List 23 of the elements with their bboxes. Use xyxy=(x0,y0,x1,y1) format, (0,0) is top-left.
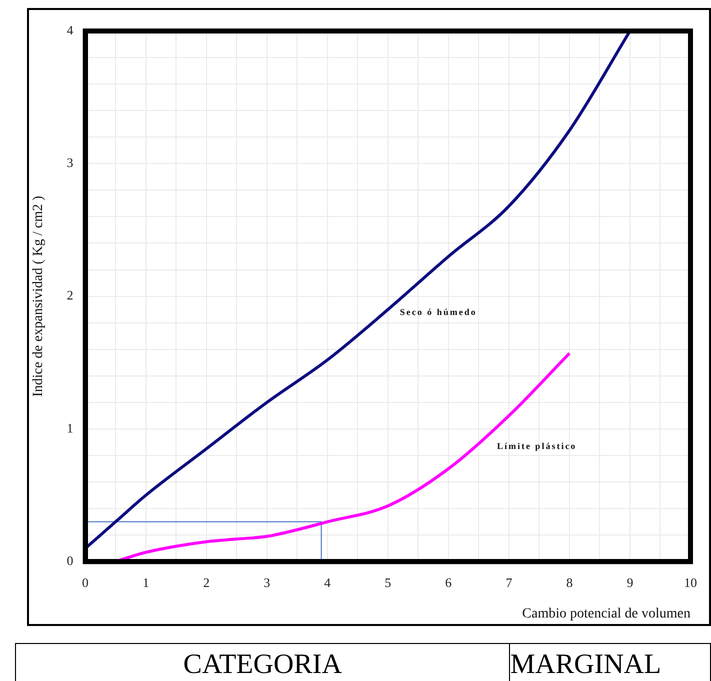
x-tick-label: 8 xyxy=(566,574,573,590)
text: CATEGORIA xyxy=(16,644,510,681)
y-tick-label: 4 xyxy=(66,22,74,38)
series-label: Límite plástico xyxy=(496,441,577,452)
x-tick-label: 3 xyxy=(264,574,270,590)
series-label: Seco ó húmedo xyxy=(400,306,477,317)
y-tick-label: 2 xyxy=(66,288,74,303)
x-tick-label: 10 xyxy=(684,574,697,590)
x-tick-label: 4 xyxy=(324,574,332,590)
line-series xyxy=(85,31,632,550)
text: MARGINAL xyxy=(510,644,710,681)
x-axis-title: Cambio potencial de volumen xyxy=(522,606,690,622)
x-tick-label: 5 xyxy=(384,574,392,590)
y-tick-label: 3 xyxy=(66,155,74,170)
x-tick-label: 9 xyxy=(626,574,634,590)
x-tick-label: 2 xyxy=(203,574,210,590)
x-tick-label: 6 xyxy=(445,574,452,590)
y-tick-label: 0 xyxy=(66,553,74,568)
y-axis-title: Indice de expansividad ( Kg / cm2 ) xyxy=(31,195,46,397)
x-tick-label: 0 xyxy=(82,574,89,590)
y-tick-label: 1 xyxy=(66,420,74,436)
x-tick-label: 1 xyxy=(142,574,150,590)
x-tick-label: 7 xyxy=(506,574,513,590)
